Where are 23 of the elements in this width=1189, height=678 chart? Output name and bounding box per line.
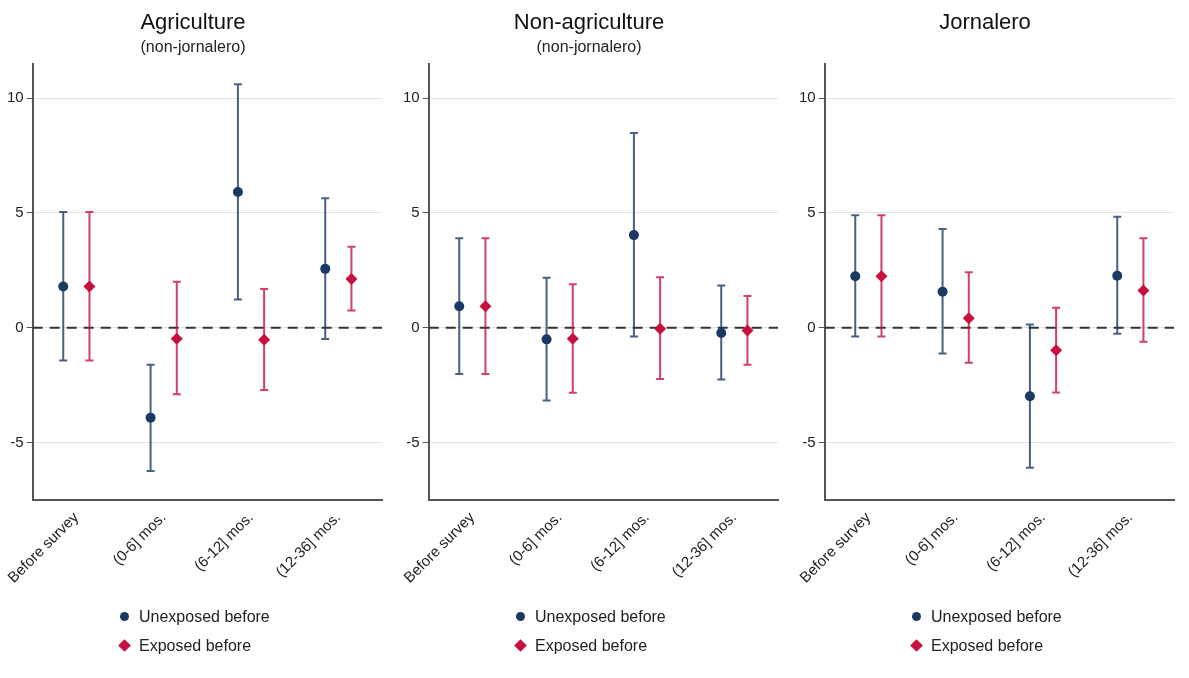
legend-label: Exposed before	[931, 636, 1044, 655]
y-tick-label: 5	[15, 202, 24, 220]
chart-subtitle: (non-jornalero)	[140, 38, 246, 56]
y-tick-label: 10	[799, 88, 816, 106]
y-tick-label: 0	[15, 317, 24, 335]
legend-label: Exposed before	[139, 636, 252, 655]
y-tick-label: -5	[10, 432, 24, 450]
chart-subtitle: (non-jornalero)	[536, 38, 642, 56]
legend-label: Unexposed before	[931, 607, 1062, 626]
legend-label: Exposed before	[535, 636, 648, 655]
y-tick-label: 10	[403, 88, 420, 106]
legend-label: Unexposed before	[535, 607, 666, 626]
legend-label: Unexposed before	[139, 607, 270, 626]
y-tick-label: -5	[802, 432, 816, 450]
y-tick-label: 0	[807, 317, 816, 335]
chart-title: Jornalero	[939, 9, 1031, 35]
y-tick-label: 10	[7, 88, 24, 106]
chart-title: Agriculture	[140, 9, 246, 35]
y-tick-label: 0	[411, 317, 420, 335]
y-tick-label: -5	[406, 432, 420, 450]
y-tick-label: 5	[411, 202, 420, 220]
chart-title: Non-agriculture	[513, 9, 665, 35]
y-tick-label: 5	[807, 202, 816, 220]
